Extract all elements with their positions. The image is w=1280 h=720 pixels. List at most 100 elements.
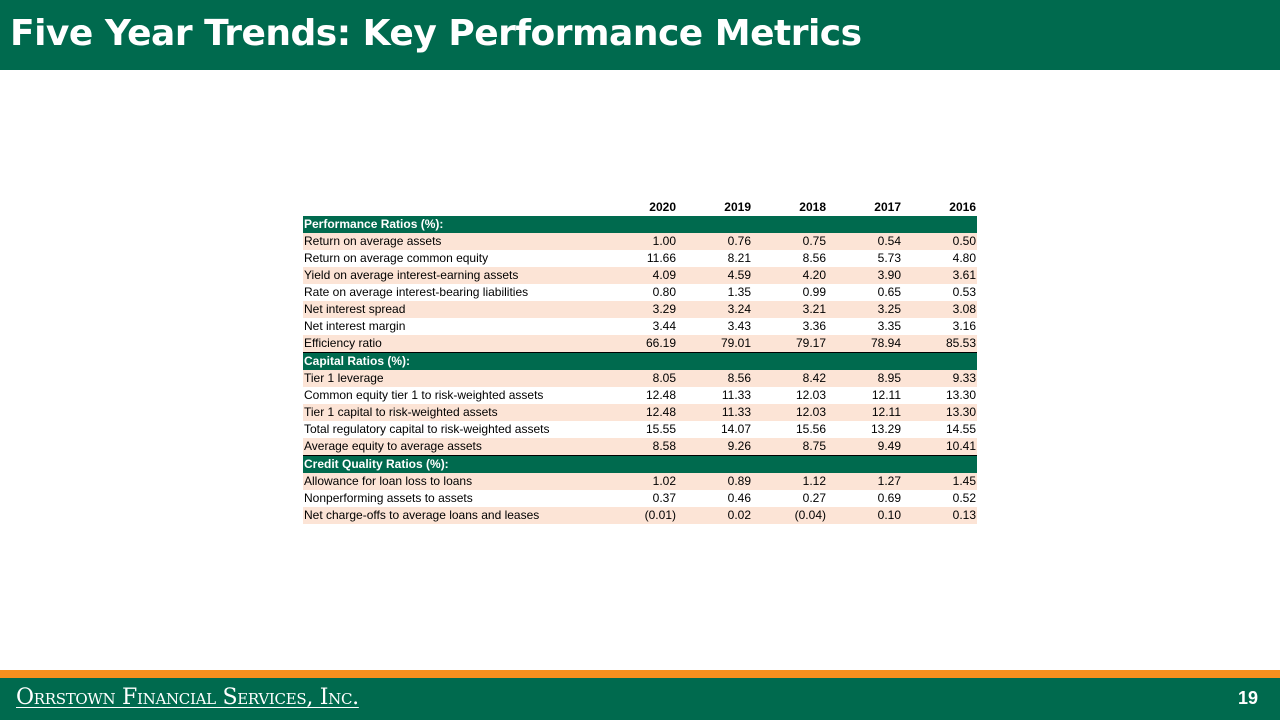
metric-value: (0.01) <box>602 507 677 524</box>
company-logo-text: Orrstown Financial Services, Inc. <box>16 685 359 710</box>
metric-value: 12.03 <box>752 404 827 421</box>
table-row: Allowance for loan loss to loans 1.02 0.89… <box>303 473 977 490</box>
page-number: 19 <box>1237 688 1258 708</box>
year-header: 2018 <box>799 200 826 214</box>
table-row: Tier 1 leverage 8.05 8.56 8.42 8.95 9.33 <box>303 370 977 387</box>
metric-value: 12.48 <box>602 404 677 421</box>
metric-value: 79.17 <box>752 335 827 353</box>
metric-value: 1.02 <box>602 473 677 490</box>
metric-value: 3.24 <box>677 301 752 318</box>
section-header-row: Credit Quality Ratios (%): <box>303 455 977 473</box>
metric-value: 4.80 <box>902 250 977 267</box>
metric-value: 1.45 <box>902 473 977 490</box>
table-row: Net interest spread 3.29 3.24 3.21 3.25 3.08 <box>303 301 977 318</box>
metric-value: 0.27 <box>752 490 827 507</box>
section-heading: Capital Ratios (%): <box>303 352 977 370</box>
metric-value: 8.56 <box>752 250 827 267</box>
metric-value: 0.46 <box>677 490 752 507</box>
year-header-row: 2020 2019 2018 2017 2016 <box>303 199 977 216</box>
metric-value: 0.54 <box>827 233 902 250</box>
metric-value: 1.27 <box>827 473 902 490</box>
metric-value: 0.99 <box>752 284 827 301</box>
metric-value: 3.43 <box>677 318 752 335</box>
metric-value: (0.04) <box>752 507 827 524</box>
metric-value: 8.05 <box>602 370 677 387</box>
metric-value: 78.94 <box>827 335 902 353</box>
metric-value: 11.33 <box>677 404 752 421</box>
metric-value: 0.10 <box>827 507 902 524</box>
metric-value: 3.36 <box>752 318 827 335</box>
metric-value: 12.48 <box>602 387 677 404</box>
metric-value: 0.53 <box>902 284 977 301</box>
metric-label: Return on average common equity <box>303 250 602 267</box>
metric-value: 0.52 <box>902 490 977 507</box>
metric-value: 5.73 <box>827 250 902 267</box>
metric-value: 8.42 <box>752 370 827 387</box>
metric-value: 9.33 <box>902 370 977 387</box>
title-bar: Five Year Trends: Key Performance Metric… <box>0 0 1280 70</box>
metrics-table: 2020 2019 2018 2017 2016 Performance Rat… <box>303 199 977 524</box>
metric-value: 0.13 <box>902 507 977 524</box>
section-header-row: Performance Ratios (%): <box>303 216 977 233</box>
metric-value: 8.58 <box>602 438 677 456</box>
year-header: 2017 <box>874 200 901 214</box>
metric-value: 0.75 <box>752 233 827 250</box>
metric-value: 9.26 <box>677 438 752 456</box>
metric-value: 13.30 <box>902 387 977 404</box>
metric-value: 0.37 <box>602 490 677 507</box>
metric-value: 8.21 <box>677 250 752 267</box>
metric-label: Allowance for loan loss to loans <box>303 473 602 490</box>
metric-label: Common equity tier 1 to risk-weighted as… <box>303 387 602 404</box>
metric-label: Net interest margin <box>303 318 602 335</box>
metric-value: 11.33 <box>677 387 752 404</box>
metric-label: Total regulatory capital to risk-weighte… <box>303 421 602 438</box>
metric-value: 3.44 <box>602 318 677 335</box>
metric-value: 3.90 <box>827 267 902 284</box>
metric-value: 1.00 <box>602 233 677 250</box>
metric-value: 85.53 <box>902 335 977 353</box>
metric-value: 4.09 <box>602 267 677 284</box>
metric-value: 10.41 <box>902 438 977 456</box>
table-row: Net interest margin 3.44 3.43 3.36 3.35 3.16 <box>303 318 977 335</box>
metric-value: 12.03 <box>752 387 827 404</box>
metric-value: 3.21 <box>752 301 827 318</box>
metric-value: 15.55 <box>602 421 677 438</box>
table-row: Total regulatory capital to risk-weighte… <box>303 421 977 438</box>
section-heading: Performance Ratios (%): <box>303 216 977 233</box>
section-heading: Credit Quality Ratios (%): <box>303 455 977 473</box>
metric-value: 14.07 <box>677 421 752 438</box>
table-row: Common equity tier 1 to risk-weighted as… <box>303 387 977 404</box>
metric-label: Average equity to average assets <box>303 438 602 456</box>
metric-value: 8.56 <box>677 370 752 387</box>
metric-label: Nonperforming assets to assets <box>303 490 602 507</box>
metric-value: 8.95 <box>827 370 902 387</box>
metric-value: 14.55 <box>902 421 977 438</box>
metric-value: 3.35 <box>827 318 902 335</box>
metric-value: 8.75 <box>752 438 827 456</box>
metric-label: Tier 1 leverage <box>303 370 602 387</box>
footer-bar: Orrstown Financial Services, Inc. 19 <box>0 678 1280 720</box>
metric-value: 13.29 <box>827 421 902 438</box>
metric-value: 4.20 <box>752 267 827 284</box>
year-header: 2019 <box>724 200 751 214</box>
year-header: 2020 <box>649 200 676 214</box>
metric-label: Yield on average interest-earning assets <box>303 267 602 284</box>
metric-label: Rate on average interest-bearing liabili… <box>303 284 602 301</box>
metric-value: 79.01 <box>677 335 752 353</box>
metric-label: Return on average assets <box>303 233 602 250</box>
metric-value: 3.25 <box>827 301 902 318</box>
table-row: Yield on average interest-earning assets… <box>303 267 977 284</box>
metric-value: 15.56 <box>752 421 827 438</box>
table-row: Return on average common equity 11.66 8.21… <box>303 250 977 267</box>
year-header: 2016 <box>949 200 976 214</box>
metric-value: 3.16 <box>902 318 977 335</box>
metric-value: 3.61 <box>902 267 977 284</box>
metric-value: 11.66 <box>602 250 677 267</box>
metric-value: 0.80 <box>602 284 677 301</box>
metric-value: 3.29 <box>602 301 677 318</box>
metric-value: 0.50 <box>902 233 977 250</box>
metric-value: 12.11 <box>827 387 902 404</box>
metric-value: 3.08 <box>902 301 977 318</box>
table-row: Net charge-offs to average loans and lea… <box>303 507 977 524</box>
metric-value: 4.59 <box>677 267 752 284</box>
